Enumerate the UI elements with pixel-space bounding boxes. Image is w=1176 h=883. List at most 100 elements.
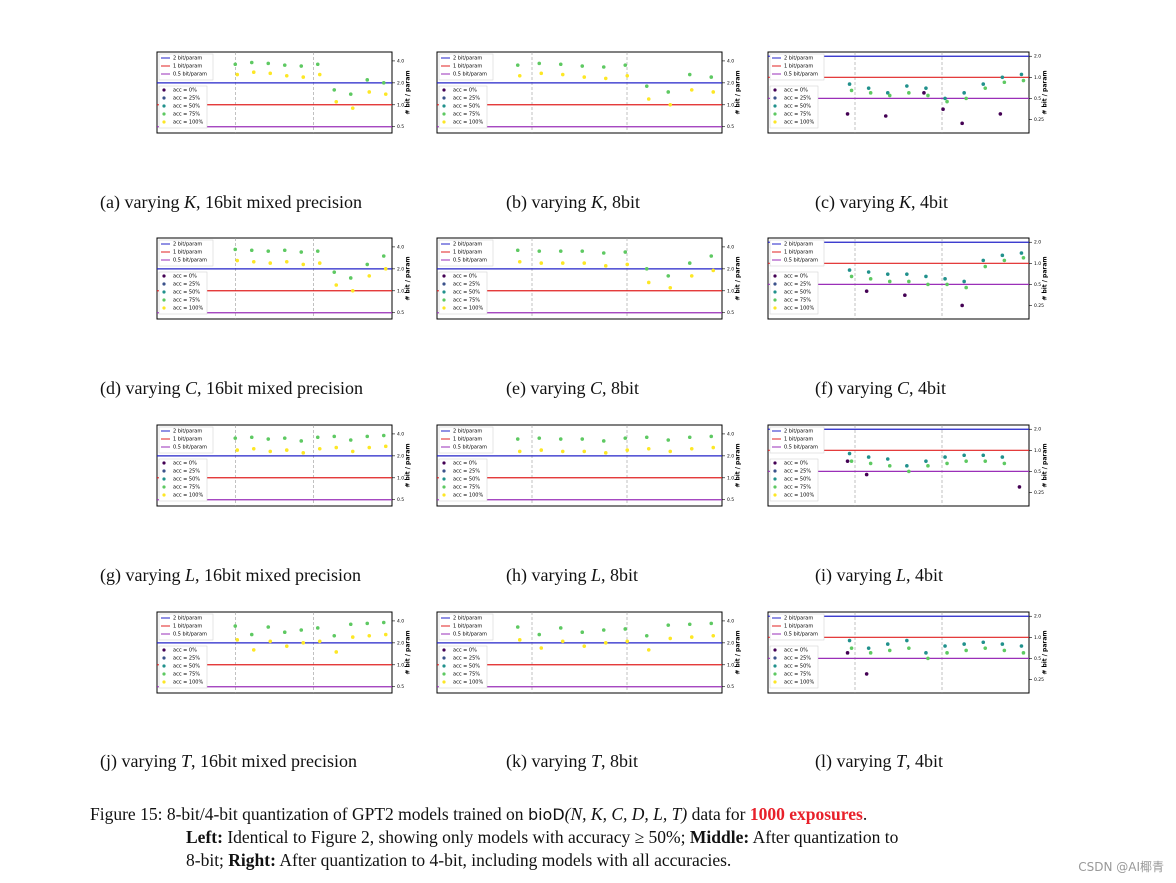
legend-label: 2 bit/param [784,56,813,62]
y-tick-label: 1.0 [397,475,404,481]
data-point [1021,651,1026,655]
data-point [603,76,608,81]
legend-swatch [442,672,446,676]
y-tick-label: 2.0 [397,640,404,646]
data-point [644,267,649,271]
data-point [1000,253,1005,258]
legend-label: acc = 25% [453,469,480,475]
data-point [887,464,892,468]
data-point [668,102,673,107]
data-point [317,639,322,644]
legend-swatch [773,656,777,660]
data-point [381,620,386,625]
legend-swatch [162,274,166,278]
legend-label: 1 bit/param [173,624,202,630]
data-point [887,93,892,98]
y-tick-label: 2.0 [1034,54,1041,60]
caption-variable: L [895,565,906,585]
legend-swatch [773,282,777,286]
data-point [580,630,585,634]
data-point [383,632,388,637]
y-axis-label: # bit / param [405,443,412,487]
legend-swatch [773,112,777,116]
caption-text: After quantization to 4-bit, including m… [275,850,732,870]
data-point [883,114,888,118]
y-tick-label: 2.0 [397,80,404,86]
y-tick-label: 0.5 [397,684,404,690]
legend-swatch [773,672,777,676]
data-point [350,288,355,293]
data-point [284,448,289,452]
data-point [558,249,563,253]
legend-box [438,271,488,315]
data-point [960,303,964,308]
data-point [668,285,673,290]
legend-label: acc = 100% [784,493,814,499]
data-point [233,62,238,67]
y-tick-label: 4.0 [397,618,404,624]
data-point [709,254,714,258]
legend-swatch [773,485,777,489]
data-point [235,638,240,642]
legend-label: 2 bit/param [173,56,202,62]
data-point [233,436,238,440]
caption-variable: K [898,192,911,212]
data-point [644,435,649,440]
y-tick-label: 0.5 [1034,656,1041,662]
data-point [299,439,304,443]
caption-text: varying [836,565,892,585]
caption-text: varying [531,192,587,212]
y-tick-label: 1.0 [397,102,404,108]
legend-swatch [773,274,777,278]
legend-label: acc = 75% [453,298,480,304]
legend-swatch [442,290,446,294]
data-point [926,464,930,468]
caption-variable: C [896,378,909,398]
data-point [983,459,988,463]
panel-caption: (g) varying L, 16bit mixed precision [100,565,361,585]
legend-label: acc = 25% [173,656,200,662]
data-point [847,268,852,272]
legend-label: acc = 50% [453,477,480,483]
y-tick-label: 0.5 [727,684,734,690]
data-point [350,449,355,454]
data-point [266,437,271,441]
panel: 0.5 1.0 2.0 4.0# bit / param 2 bit/param 1 bi… [156,51,412,134]
plot-frame [436,611,723,694]
data-point [282,436,287,440]
legend-swatch [162,298,166,302]
y-tick-label: 0.5 [397,497,404,503]
legend-swatch [773,648,777,652]
y-axis-label: # bit / param [735,630,742,674]
legend-box [438,645,488,689]
panel: 0.25 0.5 1.0 2.0 # bit / param 2 bit/param 1 b… [767,237,1049,320]
data-point [1000,642,1005,646]
data-point [924,459,928,463]
legend-swatch [773,469,777,473]
data-point [885,91,890,95]
caption-setting: 4bit [919,192,948,212]
legend-swatch [162,112,166,116]
legend-swatch [773,664,777,668]
legend-swatch [773,96,777,100]
data-point [515,625,520,629]
legend-label: 2 bit/param [784,429,813,435]
legend-label: acc = 25% [453,656,480,662]
panel: 0.5 1.0 2.0 4.0# bit / param 2 bit/param 1 bi… [156,237,412,320]
data-point [847,82,852,86]
caption-text: After quantization to [749,827,899,847]
caption-label: Figure 15: [90,804,163,824]
data-point [943,644,947,648]
data-point [268,449,273,454]
caption-bold: Left: [186,827,223,847]
legend-swatch [162,680,166,684]
y-tick-label: 0.5 [1034,96,1041,102]
caption-setting: 16bit mixed precision [204,565,361,585]
data-point [381,433,386,438]
legend-label: 1 bit/param [173,250,202,256]
data-point [644,84,649,88]
data-point [517,73,522,78]
data-point [981,82,986,86]
data-point [687,72,692,77]
